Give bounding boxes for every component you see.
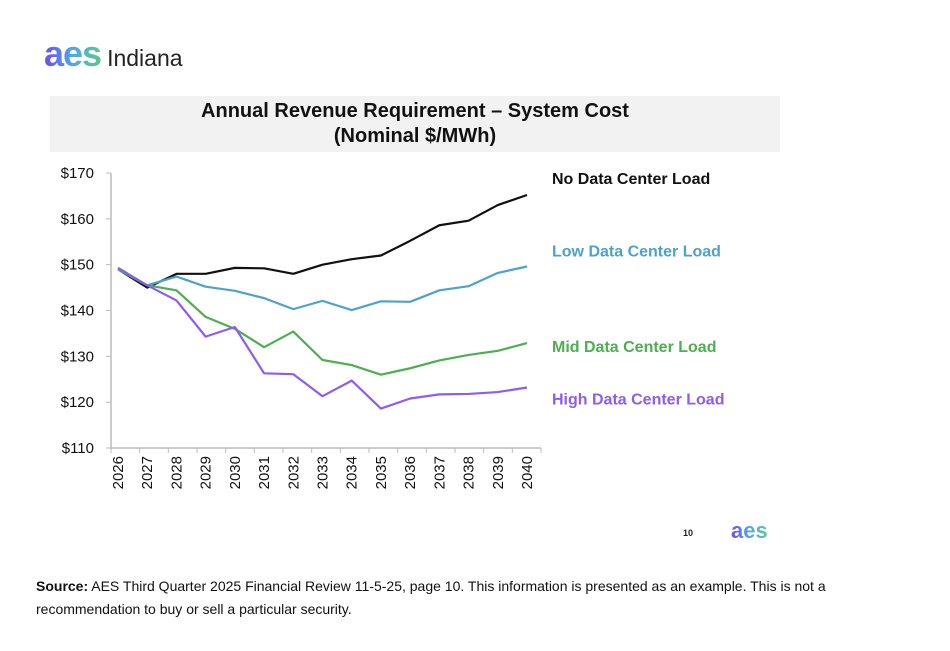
x-tick-label: 2038	[461, 456, 478, 489]
aes-logo-mark: aes	[44, 33, 102, 74]
y-tick-label: $160	[61, 211, 94, 228]
series-label: No Data Center Load	[552, 171, 710, 188]
series-line-no-data-center-load	[117, 193, 528, 289]
chart-title-box: Annual Revenue Requirement – System Cost…	[50, 96, 780, 152]
x-tick-label: 2031	[256, 456, 273, 489]
chart-subtitle: (Nominal $/MWh)	[333, 125, 497, 147]
page-number: 10	[683, 528, 694, 538]
y-tick-label: $130	[61, 348, 94, 365]
series-line-high-data-center-load	[117, 266, 528, 410]
x-tick-label: 2034	[344, 456, 361, 489]
y-tick-label: $150	[61, 257, 94, 274]
source-label: Source:	[36, 578, 89, 594]
x-tick-label: 2028	[168, 456, 185, 489]
x-tick-label: 2039	[490, 456, 507, 489]
y-tick-label: $170	[61, 165, 94, 182]
x-tick-label: 2032	[285, 456, 302, 489]
aes-footer-logo: aes	[731, 518, 768, 543]
x-tick-label: 2029	[198, 456, 215, 489]
source-note: Source: AES Third Quarter 2025 Financial…	[36, 575, 926, 621]
x-tick-label: 2027	[139, 456, 156, 489]
x-tick-label: 2026	[110, 456, 127, 489]
series-label: High Data Center Load	[552, 392, 724, 409]
logo-text: Indiana	[107, 45, 183, 71]
x-tick-label: 2036	[402, 456, 419, 489]
y-tick-label: $120	[61, 394, 94, 411]
aes-indiana-logo: aes Indiana	[44, 36, 183, 72]
y-tick-label: $110	[62, 440, 94, 457]
x-tick-label: 2040	[519, 456, 536, 489]
x-tick-label: 2037	[431, 456, 448, 489]
series-line-mid-data-center-load	[117, 268, 528, 376]
x-tick-label: 2035	[373, 456, 390, 489]
x-tick-label: 2033	[315, 456, 332, 489]
chart-title: Annual Revenue Requirement – System Cost	[201, 100, 629, 122]
series-label: Mid Data Center Load	[552, 339, 716, 356]
x-tick-label: 2030	[227, 456, 244, 489]
series-line-low-data-center-load	[117, 265, 528, 312]
y-tick-label: $140	[61, 303, 94, 320]
series-label: Low Data Center Load	[552, 244, 721, 261]
source-text: AES Third Quarter 2025 Financial Review …	[36, 578, 826, 617]
